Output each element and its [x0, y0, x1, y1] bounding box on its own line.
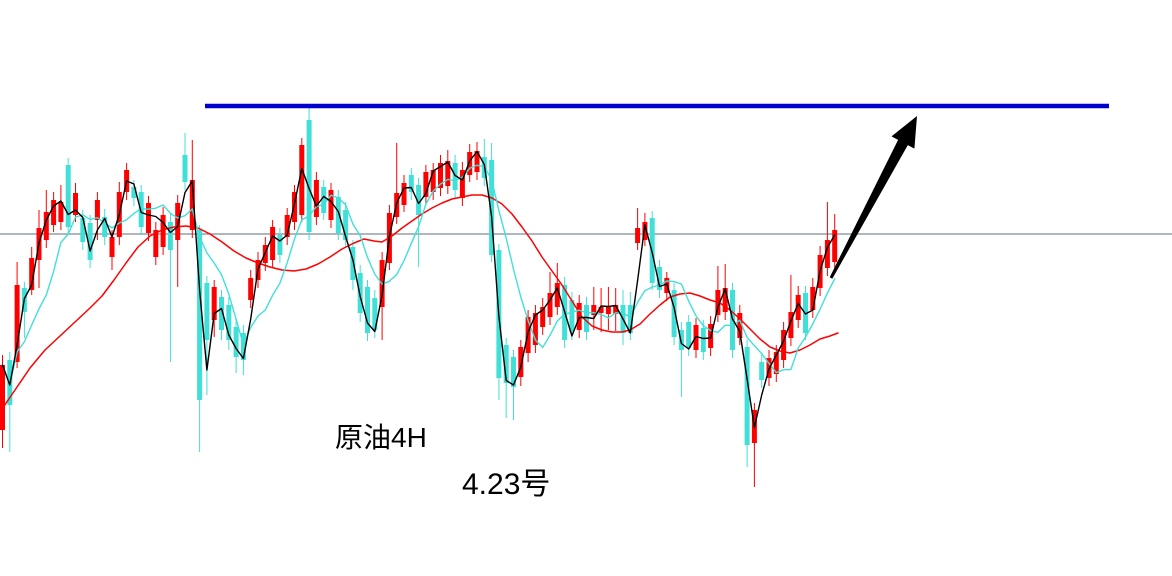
candle-body	[29, 258, 35, 290]
candle-body	[299, 145, 305, 215]
candle-body	[80, 218, 86, 242]
candle-body	[284, 215, 290, 237]
ma-fast-black-line	[1, 150, 836, 429]
candle-body	[226, 305, 232, 340]
candle-body	[423, 172, 429, 197]
candle-body	[109, 237, 115, 257]
candle-body	[489, 160, 495, 255]
candle-body	[671, 290, 677, 337]
candle-body	[87, 223, 93, 260]
candle-body	[211, 287, 217, 320]
candle-body	[540, 307, 546, 327]
candle-body	[197, 230, 203, 400]
candle-body	[584, 305, 589, 332]
candle-body	[795, 295, 801, 320]
candle-body	[744, 347, 750, 445]
candle-body	[233, 327, 239, 357]
candle-body	[467, 152, 473, 175]
candle-body	[759, 362, 765, 380]
candle-body	[810, 287, 816, 310]
candle-body	[14, 285, 20, 362]
candle-body	[554, 283, 560, 307]
moving-average-layer	[0, 150, 839, 429]
candle-body	[270, 227, 276, 260]
candle-body	[313, 180, 319, 217]
candle-body	[94, 200, 100, 220]
candle-body	[51, 200, 57, 225]
candle-body	[459, 170, 465, 198]
candle-body	[204, 283, 210, 340]
candle-body	[306, 120, 312, 232]
candle-body	[591, 305, 597, 315]
candle-body	[321, 187, 327, 213]
candle-body	[832, 230, 838, 262]
candle-body	[576, 303, 582, 330]
candle-body	[627, 305, 633, 333]
candle-body	[189, 180, 195, 230]
candle-body	[153, 230, 159, 257]
ma-slow-red-line	[0, 194, 839, 413]
candle-body	[781, 330, 787, 360]
candle-body	[219, 297, 224, 330]
candle-body	[292, 192, 297, 222]
chart-title-label: 原油4H	[335, 422, 427, 453]
candle-body	[58, 202, 64, 222]
candle-body	[328, 190, 334, 220]
chart-date-label: 4.23号	[462, 468, 550, 501]
candle-body	[773, 352, 779, 374]
candle-body	[613, 305, 619, 314]
candle-body	[182, 155, 188, 182]
candle-body	[722, 288, 728, 312]
candle-body	[372, 298, 378, 330]
candle-body	[474, 151, 480, 172]
up-trend-arrow	[829, 116, 917, 279]
candle-body	[65, 165, 71, 227]
candle-body	[401, 183, 407, 205]
candle-body	[503, 345, 509, 383]
candle-body	[605, 306, 611, 314]
candle-body	[438, 163, 443, 188]
candle-body	[175, 203, 181, 240]
candle-body	[635, 228, 641, 243]
candle-body	[0, 365, 5, 430]
candle-body	[416, 185, 422, 215]
candle-body	[569, 300, 575, 332]
candle-body	[160, 215, 166, 247]
candle-body	[167, 222, 173, 250]
candle-body	[511, 357, 516, 387]
candle-body	[248, 278, 254, 300]
annotation-layer	[205, 103, 1109, 279]
candle-body	[343, 210, 349, 240]
candle-body	[277, 235, 283, 255]
candle-body	[824, 240, 830, 268]
candle-body	[686, 322, 692, 348]
candle-body	[657, 267, 662, 290]
candle-body	[642, 222, 648, 240]
candle-body	[146, 203, 151, 233]
candle-body	[408, 175, 414, 192]
candle-body	[737, 313, 743, 338]
candle-body	[598, 307, 604, 313]
candle-body	[445, 161, 451, 186]
candle-body	[700, 328, 706, 352]
candle-body	[532, 313, 538, 345]
candle-body	[43, 212, 49, 240]
candle-body	[131, 187, 137, 198]
candle-body	[452, 163, 458, 190]
candle-body	[240, 333, 246, 360]
candle-body	[518, 347, 524, 377]
candle-body	[547, 293, 553, 317]
candle-body	[788, 312, 794, 338]
ma-mid-cyan-line	[1, 164, 836, 386]
candle-body	[335, 197, 341, 233]
candle-body	[430, 170, 436, 192]
candle-body	[73, 193, 78, 215]
candle-body	[365, 287, 370, 333]
candle-body	[102, 217, 108, 237]
